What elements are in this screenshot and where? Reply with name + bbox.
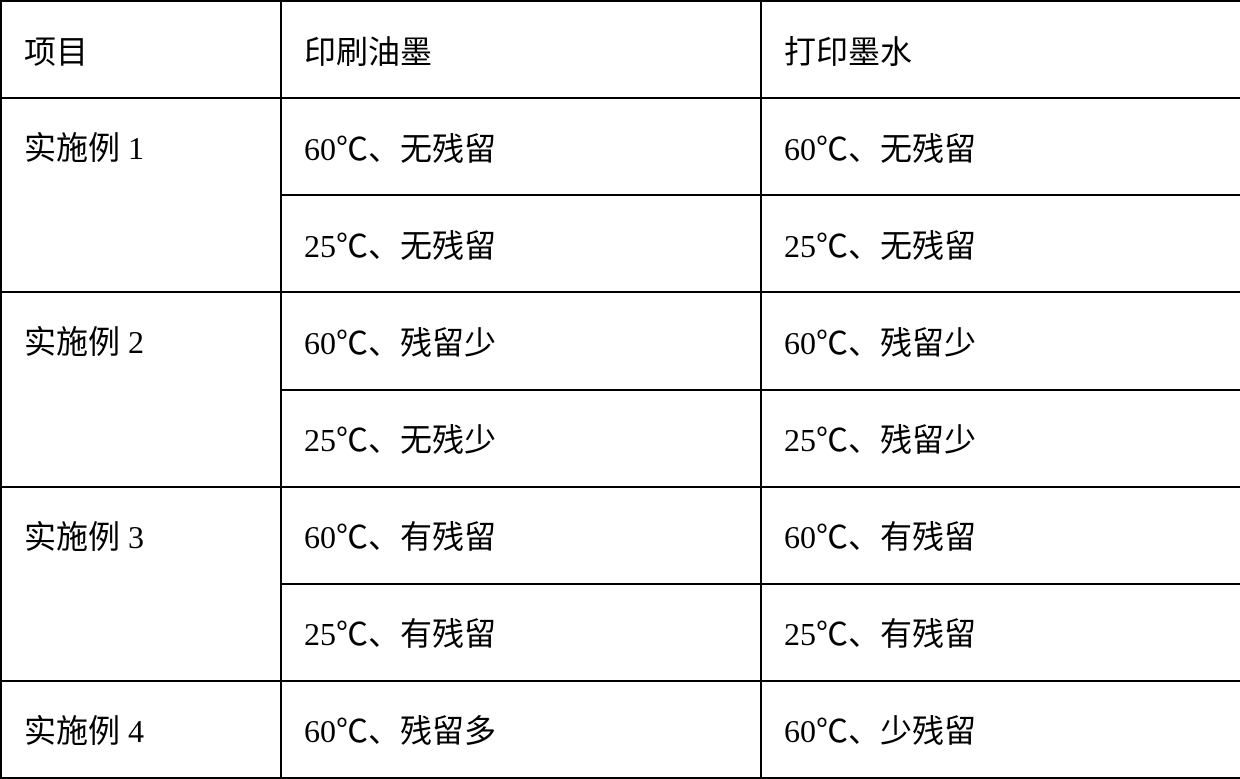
row-label-example2: 实施例 2	[1, 292, 281, 486]
table-row: 实施例 4 60℃、残留多 60℃、少残留	[1, 681, 1240, 778]
table-row: 实施例 3 60℃、有残留 60℃、有残留	[1, 487, 1240, 584]
header-cell-project: 项目	[1, 1, 281, 98]
table-cell: 25℃、无残留	[281, 195, 761, 292]
table-row: 实施例 1 60℃、无残留 60℃、无残留	[1, 98, 1240, 195]
table-cell: 25℃、无残留	[761, 195, 1240, 292]
table-cell: 60℃、有残留	[761, 487, 1240, 584]
table-cell: 25℃、有残留	[761, 584, 1240, 681]
row-label-example1: 实施例 1	[1, 98, 281, 292]
row-label-example3: 实施例 3	[1, 487, 281, 681]
header-cell-print-ink-water: 打印墨水	[761, 1, 1240, 98]
row-label-example4: 实施例 4	[1, 681, 281, 778]
results-table: 项目 印刷油墨 打印墨水 实施例 1 60℃、无残留 60℃、无残留 25℃、无…	[0, 0, 1240, 779]
table-cell: 25℃、残留少	[761, 390, 1240, 487]
table-row: 实施例 2 60℃、残留少 60℃、残留少	[1, 292, 1240, 389]
table-cell: 60℃、无残留	[761, 98, 1240, 195]
header-cell-printing-ink: 印刷油墨	[281, 1, 761, 98]
table-cell: 60℃、有残留	[281, 487, 761, 584]
table-cell: 60℃、少残留	[761, 681, 1240, 778]
table-header-row: 项目 印刷油墨 打印墨水	[1, 1, 1240, 98]
table-cell: 25℃、有残留	[281, 584, 761, 681]
table-cell: 60℃、无残留	[281, 98, 761, 195]
table-cell: 60℃、残留少	[761, 292, 1240, 389]
table-cell: 25℃、无残少	[281, 390, 761, 487]
table-cell: 60℃、残留多	[281, 681, 761, 778]
results-table-container: 项目 印刷油墨 打印墨水 实施例 1 60℃、无残留 60℃、无残留 25℃、无…	[0, 0, 1240, 779]
table-cell: 60℃、残留少	[281, 292, 761, 389]
